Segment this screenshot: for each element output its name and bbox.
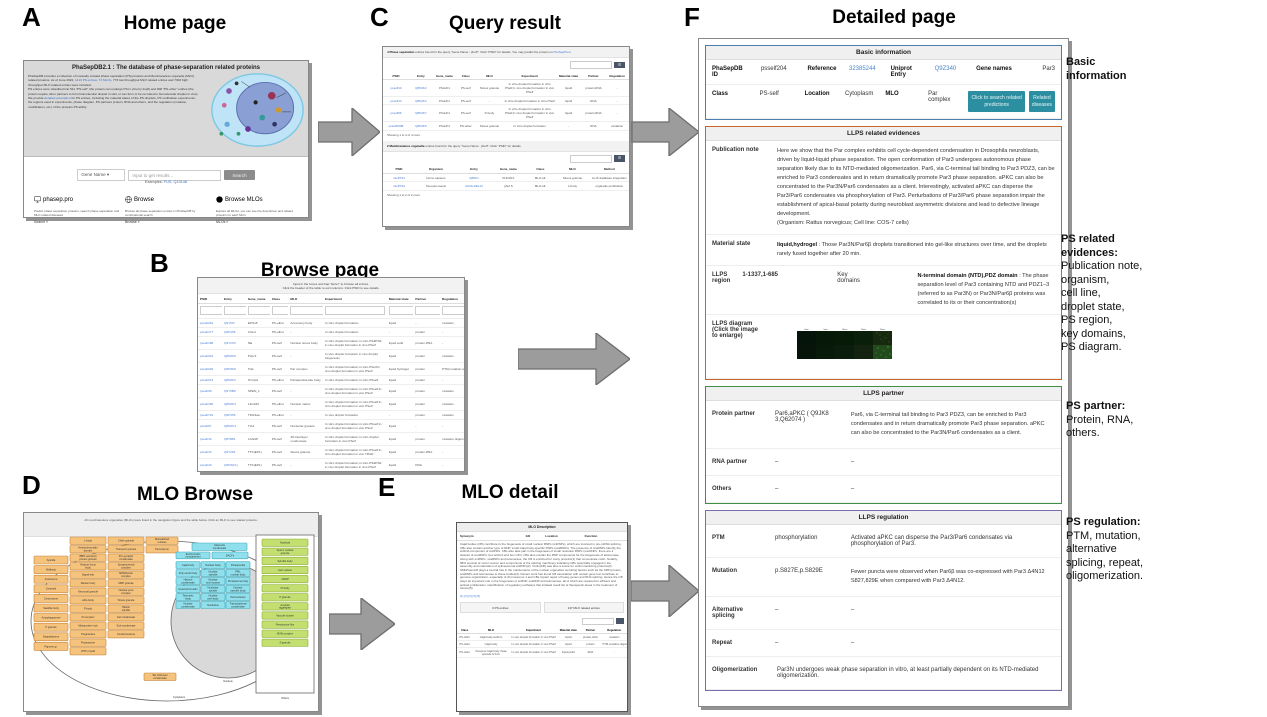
svg-text:Proteasome: Proteasome: [81, 641, 96, 645]
svg-text:Proteasome body: Proteasome body: [228, 579, 249, 583]
svg-text:Pigment gr.: Pigment gr.: [44, 644, 57, 648]
svg-text:speckle: speckle: [209, 572, 218, 576]
svg-text:aSG-body: aSG-body: [82, 598, 94, 602]
svg-text:Others: Others: [281, 696, 289, 700]
svg-text:nuclear body: nuclear body: [231, 572, 247, 576]
svg-text:compartment: compartment: [185, 555, 200, 559]
svg-text:condensate: condensate: [119, 557, 133, 561]
svg-text:Nucleolus: Nucleolus: [207, 603, 219, 607]
svg-text:condensate: condensate: [181, 604, 195, 608]
svg-text:Cajal body: Cajal body: [182, 563, 195, 567]
svg-text:Peroxisome: Peroxisome: [155, 547, 169, 551]
svg-text:MRP granule: MRP granule: [118, 581, 134, 585]
svg-text:spindle: spindle: [209, 588, 218, 592]
svg-text:complex: complex: [121, 566, 131, 570]
svg-text:Degradasome: Degradasome: [43, 635, 60, 639]
svg-text:condensate: condensate: [213, 546, 227, 550]
svg-text:15min: 15min: [861, 329, 866, 331]
svg-text:Spindle: Spindle: [47, 558, 56, 562]
svg-text:protein granule: protein granule: [79, 557, 97, 561]
svg-text:20min: 20min: [880, 329, 885, 331]
svg-text:condensate: condensate: [231, 604, 245, 608]
svg-text:Signal hub: Signal hub: [82, 573, 95, 577]
svg-text:Z-granule: Z-granule: [279, 641, 291, 645]
svg-text:L-body: L-body: [84, 539, 93, 543]
svg-text:P granule: P granule: [279, 595, 291, 599]
svg-text:Cytoplasm: Cytoplasm: [173, 695, 185, 699]
svg-text:Condensosome: Condensosome: [117, 632, 136, 636]
svg-text:WTF crystal: WTF crystal: [81, 649, 95, 653]
svg-text:P-body: P-body: [84, 607, 93, 611]
svg-text:aggregate: aggregate: [279, 606, 291, 610]
svg-text:mRNP: mRNP: [281, 577, 289, 581]
svg-text:Satellite body: Satellite body: [43, 606, 59, 610]
svg-text:sub-nuclear: sub-nuclear: [206, 580, 220, 584]
svg-text:Transport granule: Transport granule: [116, 547, 137, 551]
svg-text:Mesoprotein hub: Mesoprotein hub: [78, 624, 98, 628]
svg-text:Vacuole cluster: Vacuole cluster: [276, 613, 294, 617]
svg-text:body: body: [185, 596, 191, 600]
svg-text:Nucleus: Nucleus: [223, 679, 233, 683]
svg-text:Stress granule: Stress granule: [118, 598, 135, 602]
svg-text:Paraspeckle: Paraspeckle: [231, 563, 246, 567]
svg-text:Perinucleolar: Perinucleolar: [230, 595, 245, 599]
svg-text:Pregranules: Pregranules: [81, 632, 96, 636]
svg-text:Autophagosome: Autophagosome: [42, 616, 61, 620]
svg-text:DACFs: DACFs: [226, 553, 235, 557]
svg-text:Chitin granule: Chitin granule: [118, 539, 135, 543]
svg-text:body: body: [85, 566, 91, 570]
svg-text:Centrosome: Centrosome: [44, 596, 59, 600]
svg-text:condensate: condensate: [181, 580, 195, 584]
svg-text:complex: complex: [121, 574, 131, 578]
svg-text:speckle body: speckle body: [230, 588, 246, 592]
svg-text:Germ plasm: Germ plasm: [278, 568, 292, 572]
svg-text:Meiotic body: Meiotic body: [81, 581, 96, 585]
svg-text:complex: complex: [121, 591, 131, 595]
svg-text:condensate: condensate: [153, 676, 167, 680]
svg-text:Pi-body: Pi-body: [281, 586, 290, 590]
svg-text:spindle: spindle: [122, 608, 131, 612]
svg-text:Anisosome: Anisosome: [45, 577, 58, 581]
svg-text:10min: 10min: [842, 329, 847, 331]
svg-text:P granule: P granule: [45, 625, 57, 629]
svg-text:Nucleoid: Nucleoid: [280, 541, 291, 545]
svg-text:Poly-comb body: Poly-comb body: [179, 571, 198, 575]
svg-text:granule: granule: [281, 551, 290, 555]
svg-text:5min: 5min: [823, 329, 827, 331]
svg-text:Nuclear body: Nuclear body: [205, 563, 221, 567]
svg-text:Pi-complex: Pi-complex: [82, 615, 96, 619]
svg-text:0min: 0min: [804, 329, 808, 331]
svg-text:Gel condensate: Gel condensate: [117, 615, 136, 619]
svg-text:nucleus: nucleus: [158, 540, 168, 544]
svg-text:Neuronal granule: Neuronal granule: [78, 590, 98, 594]
svg-text:Sub-condensate: Sub-condensate: [117, 624, 136, 628]
svg-text:Spindle body: Spindle body: [278, 559, 294, 563]
svg-text:Heterochromatin: Heterochromatin: [178, 587, 198, 591]
svg-text:MVB complex: MVB complex: [277, 632, 294, 636]
svg-text:peri-body: peri-body: [208, 596, 220, 600]
svg-text:Midbody: Midbody: [46, 568, 57, 572]
svg-text:Peroxisome flux: Peroxisome flux: [276, 623, 295, 627]
svg-text:Centriole: Centriole: [46, 587, 57, 591]
svg-text:domain: domain: [84, 549, 93, 553]
